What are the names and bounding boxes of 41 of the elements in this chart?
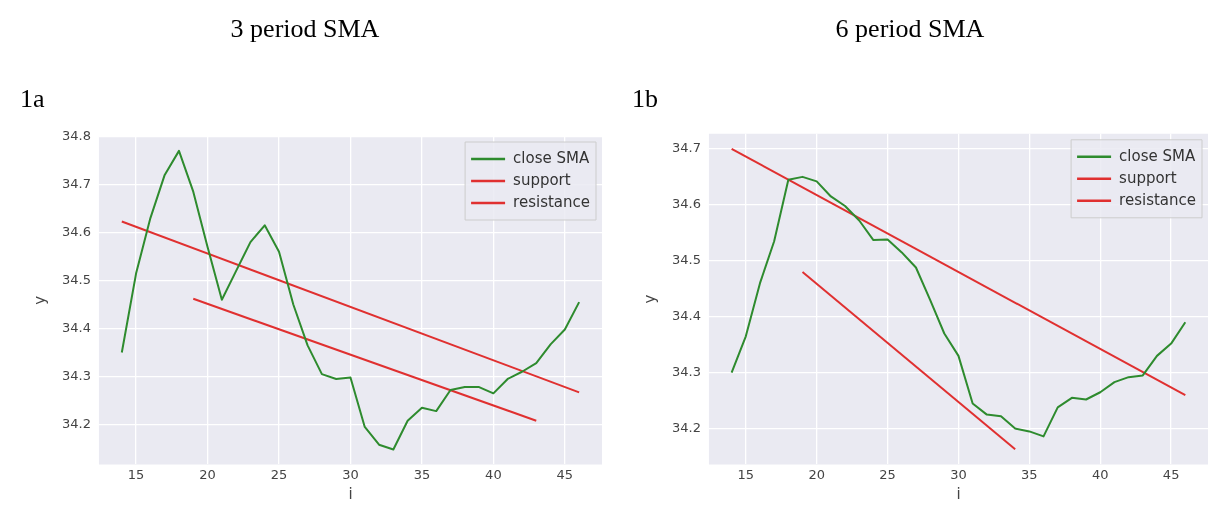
y-axis-title: y [30, 295, 49, 305]
chart-subtitle: 1b [632, 84, 658, 114]
x-tick-label: 40 [485, 466, 502, 482]
legend-label: support [513, 170, 571, 189]
legend-label: resistance [1119, 190, 1196, 209]
y-tick-label: 34.7 [61, 175, 91, 191]
legend-label: support [1119, 168, 1177, 187]
x-axis-title: i [956, 484, 961, 503]
x-tick-label: 45 [1162, 466, 1180, 482]
legend-label: resistance [513, 192, 590, 211]
chart-title: 6 period SMA [834, 14, 986, 44]
y-tick-label: 34.5 [61, 271, 91, 287]
y-tick-label: 34.6 [671, 196, 701, 212]
y-tick-label: 34.8 [61, 127, 91, 143]
x-tick-label: 20 [808, 466, 825, 482]
x-tick-label: 35 [413, 466, 431, 482]
legend-label: close SMA [513, 148, 590, 167]
x-tick-label: 45 [556, 466, 574, 482]
y-axis-title: y [640, 294, 659, 304]
x-tick-label: 15 [737, 466, 755, 482]
x-tick-label: 25 [879, 466, 896, 482]
y-tick-label: 34.5 [671, 252, 701, 268]
legend-label: close SMA [1119, 146, 1196, 165]
x-tick-label: 40 [1091, 466, 1109, 482]
y-tick-label: 34.6 [61, 223, 91, 239]
y-tick-label: 34.2 [61, 415, 91, 431]
y-tick-label: 34.2 [671, 419, 701, 435]
chart-title: 3 period SMA [229, 14, 381, 44]
y-tick-label: 34.3 [671, 364, 701, 380]
x-tick-label: 30 [342, 466, 359, 482]
x-tick-label: 35 [1021, 466, 1038, 482]
y-tick-label: 34.7 [671, 140, 701, 156]
x-tick-label: 20 [199, 466, 216, 482]
chart-subtitle: 1a [20, 84, 45, 114]
x-tick-label: 25 [270, 466, 288, 482]
x-tick-label: 15 [127, 466, 145, 482]
x-tick-label: 30 [950, 466, 967, 482]
y-tick-label: 34.4 [671, 308, 701, 324]
x-axis-title: i [348, 484, 353, 503]
y-tick-label: 34.3 [61, 367, 91, 383]
y-tick-label: 34.4 [61, 319, 91, 335]
